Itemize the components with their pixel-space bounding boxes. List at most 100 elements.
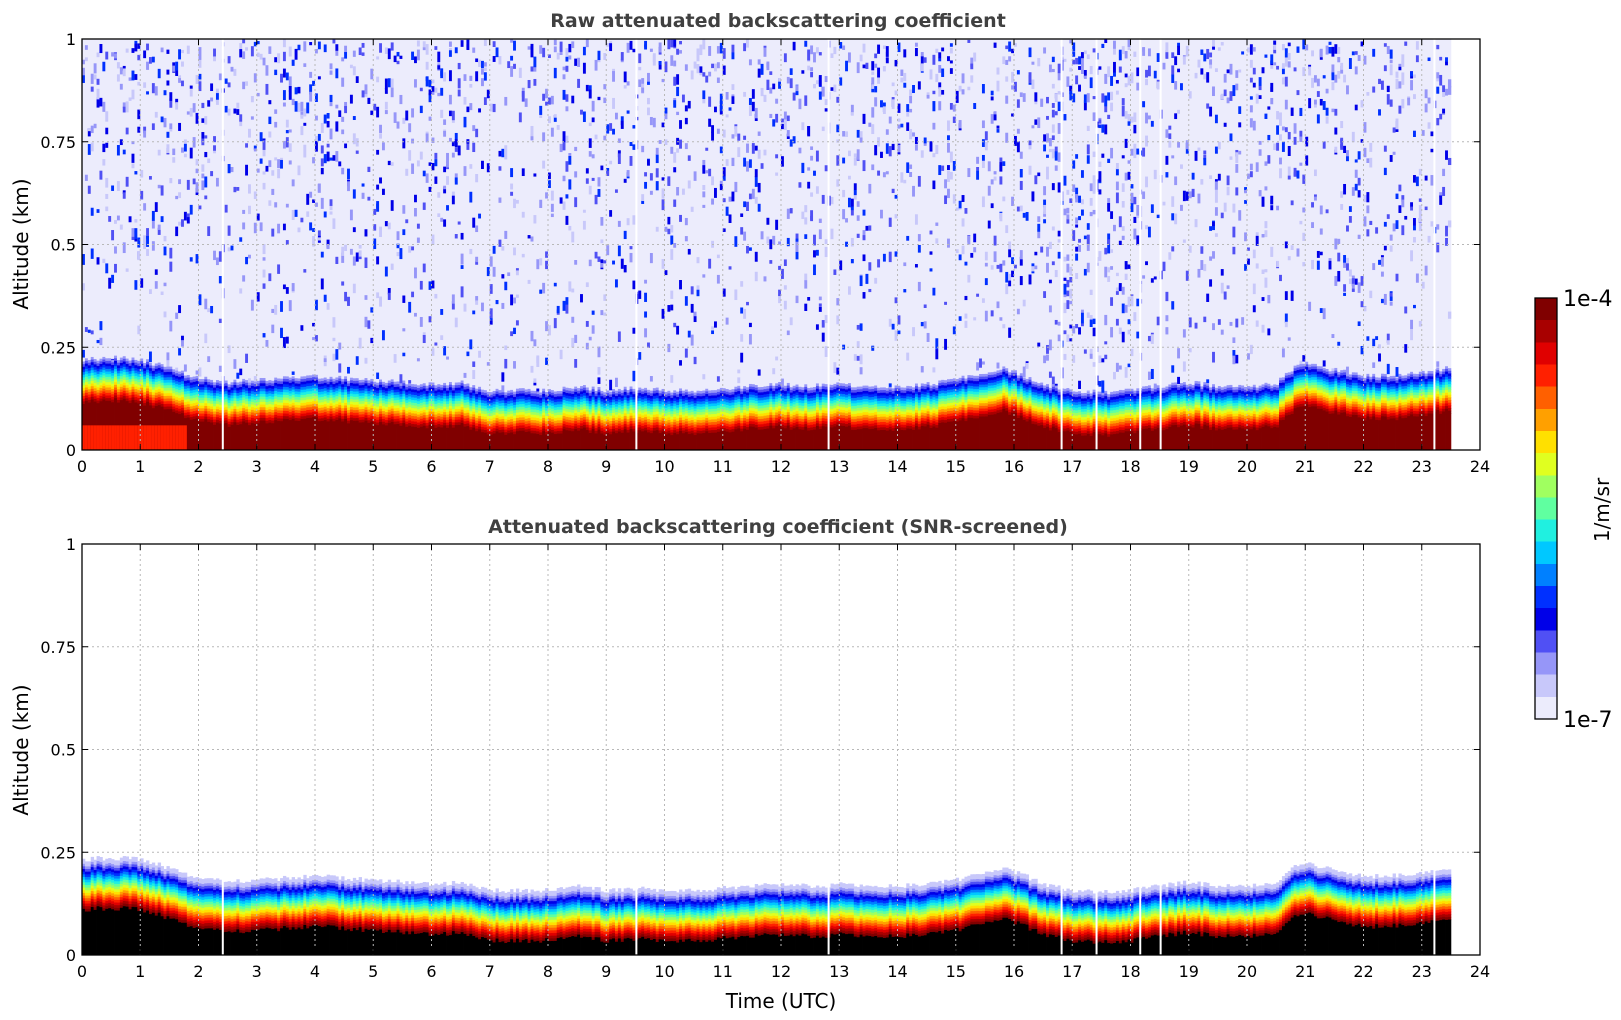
noise-speck bbox=[178, 222, 181, 226]
noise-speck bbox=[178, 348, 181, 355]
noise-speck bbox=[263, 171, 266, 174]
layer-core bbox=[365, 423, 368, 450]
layer-core bbox=[248, 428, 251, 450]
layer-core bbox=[280, 424, 283, 450]
noise-speck bbox=[204, 176, 207, 187]
layer-core bbox=[382, 427, 385, 450]
noise-speck bbox=[85, 327, 88, 332]
noise-speck bbox=[164, 311, 167, 317]
noise-speck bbox=[201, 180, 204, 190]
noise-speck bbox=[219, 319, 222, 323]
layer-core bbox=[225, 426, 228, 450]
noise-speck bbox=[347, 169, 350, 179]
noise-speck bbox=[146, 236, 149, 247]
noise-speck bbox=[248, 184, 251, 193]
noise-speck bbox=[111, 185, 114, 190]
noise-speck bbox=[321, 278, 324, 289]
noise-speck bbox=[155, 112, 158, 118]
noise-speck bbox=[289, 90, 292, 99]
noise-speck bbox=[126, 128, 129, 135]
noise-speck bbox=[236, 373, 239, 379]
noise-speck bbox=[265, 340, 268, 347]
surface-return bbox=[99, 425, 102, 450]
noise-speck bbox=[169, 321, 172, 332]
noise-speck bbox=[245, 354, 248, 363]
noise-speck bbox=[172, 149, 175, 155]
noise-speck bbox=[97, 79, 100, 85]
noise-speck bbox=[341, 78, 344, 87]
noise-speck bbox=[260, 54, 263, 60]
noise-background bbox=[231, 39, 234, 382]
noise-speck bbox=[324, 44, 327, 52]
noise-speck bbox=[397, 231, 400, 240]
noise-speck bbox=[388, 48, 391, 59]
noise-speck bbox=[126, 177, 129, 187]
noise-speck bbox=[88, 128, 91, 131]
noise-speck bbox=[327, 144, 330, 148]
noise-speck bbox=[330, 211, 333, 214]
layer-core bbox=[321, 424, 324, 450]
noise-speck bbox=[359, 338, 362, 349]
noise-speck bbox=[184, 154, 187, 158]
layer-core bbox=[318, 424, 321, 450]
layer-core bbox=[271, 426, 274, 450]
noise-speck bbox=[190, 108, 193, 117]
noise-speck bbox=[213, 145, 216, 150]
noise-background bbox=[286, 39, 289, 376]
noise-speck bbox=[394, 354, 397, 363]
noise-speck bbox=[99, 171, 102, 180]
noise-background bbox=[359, 39, 362, 380]
noise-speck bbox=[385, 102, 388, 110]
noise-speck bbox=[111, 52, 114, 56]
noise-speck bbox=[187, 111, 190, 114]
noise-speck bbox=[178, 78, 181, 83]
noise-speck bbox=[318, 134, 321, 141]
noise-speck bbox=[283, 224, 286, 231]
noise-speck bbox=[295, 87, 298, 94]
surface-return bbox=[102, 425, 105, 450]
noise-background bbox=[283, 39, 286, 376]
noise-speck bbox=[332, 40, 335, 44]
noise-speck bbox=[321, 168, 324, 174]
noise-speck bbox=[228, 345, 231, 353]
noise-speck bbox=[91, 87, 94, 92]
layer-core bbox=[306, 421, 309, 450]
noise-speck bbox=[379, 125, 382, 133]
noise-background bbox=[236, 39, 239, 382]
noise-speck bbox=[397, 252, 400, 256]
noise-speck bbox=[397, 61, 400, 64]
noise-speck bbox=[242, 51, 245, 59]
layer-core bbox=[303, 421, 306, 450]
noise-speck bbox=[309, 222, 312, 230]
layer-core bbox=[245, 425, 248, 450]
noise-speck bbox=[105, 143, 108, 148]
noise-speck bbox=[161, 185, 164, 195]
layer-core bbox=[298, 424, 301, 450]
surface-return bbox=[97, 425, 100, 450]
layer-core bbox=[379, 425, 382, 450]
noise-speck bbox=[283, 52, 286, 61]
surface-return bbox=[169, 425, 172, 450]
layer-core bbox=[376, 428, 379, 450]
noise-speck bbox=[385, 221, 388, 226]
noise-speck bbox=[335, 121, 338, 131]
noise-background bbox=[388, 39, 391, 381]
noise-speck bbox=[298, 45, 301, 50]
noise-speck bbox=[242, 82, 245, 89]
noise-speck bbox=[105, 178, 108, 188]
noise-speck bbox=[324, 154, 327, 163]
layer-core bbox=[274, 423, 277, 450]
noise-speck bbox=[233, 69, 236, 76]
noise-background bbox=[134, 39, 137, 360]
noise-speck bbox=[248, 206, 251, 214]
noise-speck bbox=[158, 69, 161, 78]
noise-speck bbox=[219, 276, 222, 283]
noise-speck bbox=[245, 81, 248, 86]
noise-speck bbox=[382, 330, 385, 340]
noise-speck bbox=[362, 183, 365, 186]
layer-core bbox=[292, 421, 295, 450]
noise-speck bbox=[233, 109, 236, 114]
noise-speck bbox=[318, 76, 321, 79]
layer-core bbox=[263, 423, 266, 450]
noise-speck bbox=[99, 98, 102, 107]
